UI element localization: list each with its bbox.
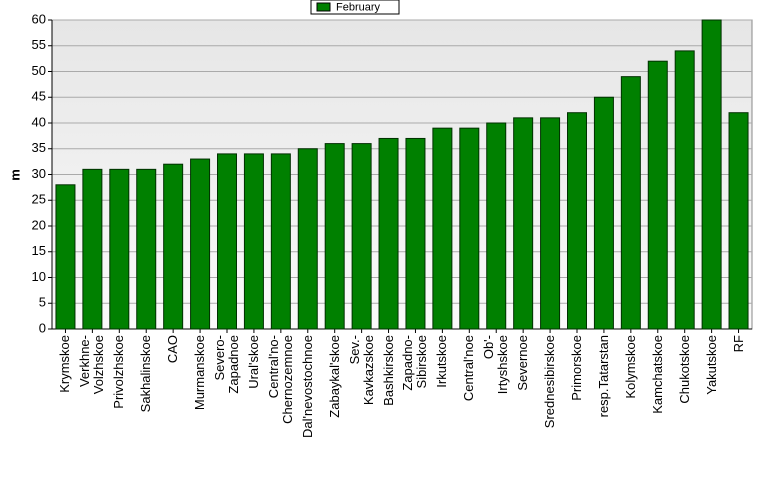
bar bbox=[647, 60, 668, 330]
x-tick-label: Dal'nevostochnoe bbox=[299, 335, 315, 438]
bar bbox=[567, 112, 587, 330]
y-tick-label: 55 bbox=[32, 37, 46, 52]
y-tick-label: 10 bbox=[32, 269, 46, 284]
x-tick-label: Zabaykal'skoe bbox=[326, 335, 342, 418]
bar bbox=[217, 153, 237, 330]
bar bbox=[620, 76, 641, 330]
y-tick-label: 60 bbox=[32, 11, 46, 26]
bar bbox=[243, 153, 264, 330]
x-tick-label: Severo- Zapadnoe bbox=[212, 335, 241, 394]
x-tick-label: CAO bbox=[165, 335, 181, 364]
y-tick-label: 45 bbox=[32, 89, 46, 104]
x-tick-label: Chukotskoe bbox=[676, 335, 692, 404]
bar bbox=[190, 158, 211, 330]
y-tick-label: 35 bbox=[32, 140, 46, 155]
bar bbox=[297, 148, 318, 330]
x-tick-label: Srednesibirskoe bbox=[542, 335, 558, 429]
y-tick-label: 5 bbox=[39, 295, 46, 310]
bar bbox=[270, 153, 291, 330]
bar bbox=[486, 122, 507, 330]
x-tick-label: Severnoe bbox=[515, 335, 531, 391]
bar bbox=[82, 168, 103, 330]
bar bbox=[324, 143, 345, 330]
bar bbox=[540, 117, 561, 330]
bar bbox=[55, 184, 76, 330]
x-tick-label: resp.Tatarstan bbox=[595, 335, 611, 418]
x-tick-label: RF bbox=[730, 335, 746, 353]
y-tick-label: 0 bbox=[39, 320, 46, 335]
bar bbox=[432, 127, 453, 330]
y-tick-label: 40 bbox=[32, 114, 46, 129]
x-tick-label: Central'no- Chernozemnoe bbox=[265, 335, 295, 424]
x-tick-label: Privolzhskoe bbox=[111, 335, 127, 409]
x-tick-label: Ural'skoe bbox=[245, 335, 261, 389]
x-tick-label: Primorskoe bbox=[569, 335, 584, 401]
x-tick-label: Kolymskoe bbox=[622, 335, 638, 399]
legend-label: February bbox=[336, 1, 381, 13]
bar bbox=[109, 168, 130, 330]
bar bbox=[674, 50, 695, 330]
x-tick-label: Kamchatskoe bbox=[649, 335, 665, 414]
x-tick-label: Sev.- Kavkazskoe bbox=[346, 335, 376, 406]
x-tick-label: Yakutskoe bbox=[703, 335, 719, 395]
x-tick-label: Irkutskoe bbox=[434, 335, 450, 388]
bar bbox=[513, 117, 534, 330]
y-tick-label: 50 bbox=[32, 63, 46, 78]
x-tick-label: Bashkirskoe bbox=[380, 335, 396, 406]
bar bbox=[378, 137, 399, 330]
legend-swatch bbox=[316, 2, 331, 12]
bar bbox=[163, 163, 184, 330]
y-tick-label: 20 bbox=[32, 217, 46, 232]
bar bbox=[405, 137, 426, 330]
x-tick-label: Zapadno- Sibirskoe bbox=[400, 335, 430, 391]
bar bbox=[136, 168, 157, 330]
x-tick-label: Sakhalinskoe bbox=[138, 335, 154, 413]
bar bbox=[701, 19, 722, 330]
legend-box bbox=[310, 0, 400, 15]
y-tick-label: 25 bbox=[32, 192, 46, 207]
x-tick-label: Krymskoe bbox=[57, 335, 73, 393]
bar bbox=[728, 112, 749, 330]
y-axis-label: m bbox=[7, 169, 22, 181]
bar bbox=[459, 127, 480, 330]
x-tick-label: Ob'- Irtyshskoe bbox=[481, 335, 511, 395]
x-tick-label: Central'noe bbox=[461, 335, 477, 402]
y-tick-label: 30 bbox=[32, 166, 46, 181]
x-tick-label: Murmanskoe bbox=[192, 335, 208, 411]
bar bbox=[593, 96, 614, 330]
y-tick-label: 15 bbox=[32, 243, 46, 258]
x-tick-label: Verkhne- Volzhskoe bbox=[77, 335, 107, 395]
bar bbox=[351, 143, 372, 330]
